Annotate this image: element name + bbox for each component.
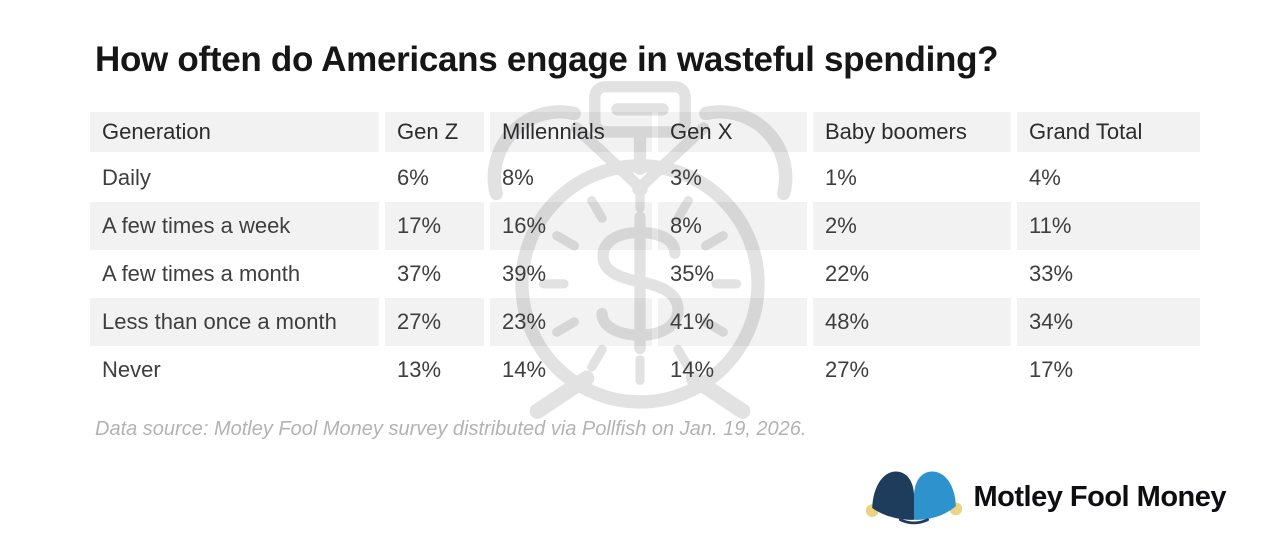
column-header-baby-boomers: Baby boomers bbox=[813, 112, 1011, 152]
table-row-less-than-once-month: Less than once a month 27% 23% 41% 48% 3… bbox=[90, 298, 1200, 346]
brand-logo: Motley Fool Money bbox=[864, 466, 1227, 528]
value-cell: 2% bbox=[813, 202, 1011, 250]
page-title: How often do Americans engage in wastefu… bbox=[95, 40, 999, 79]
table-row-never: Never 13% 14% 14% 27% 17% bbox=[90, 346, 1200, 394]
table-row-daily: Daily 6% 8% 3% 1% 4% bbox=[90, 154, 1200, 202]
value-cell: 17% bbox=[385, 202, 484, 250]
data-source-note: Data source: Motley Fool Money survey di… bbox=[95, 418, 807, 440]
column-header-grand-total: Grand Total bbox=[1017, 112, 1200, 152]
table-row-few-times-month: A few times a month 37% 39% 35% 22% 33% bbox=[90, 250, 1200, 298]
value-cell: 41% bbox=[658, 298, 807, 346]
value-cell: 23% bbox=[490, 298, 652, 346]
value-cell: 3% bbox=[670, 165, 702, 190]
row-label-cell: Never bbox=[102, 357, 161, 382]
wasteful-spending-table: Generation Gen Z Millennials Gen X Baby … bbox=[90, 112, 1200, 394]
value-cell: 1% bbox=[825, 165, 857, 190]
value-cell: 27% bbox=[385, 298, 484, 346]
table-header-row: Generation Gen Z Millennials Gen X Baby … bbox=[90, 112, 1200, 152]
value-cell: 34% bbox=[1017, 298, 1200, 346]
row-label-cell: Less than once a month bbox=[90, 298, 379, 346]
value-cell: 14% bbox=[670, 357, 715, 382]
value-cell: 4% bbox=[1029, 165, 1061, 190]
column-header-millennials: Millennials bbox=[490, 112, 652, 152]
value-cell: 22% bbox=[825, 261, 870, 286]
table-row-few-times-week: A few times a week 17% 16% 8% 2% 11% bbox=[90, 202, 1200, 250]
value-cell: 6% bbox=[397, 165, 429, 190]
value-cell: 14% bbox=[502, 357, 547, 382]
value-cell: 13% bbox=[397, 357, 442, 382]
value-cell: 11% bbox=[1017, 202, 1200, 250]
row-label-cell: A few times a week bbox=[90, 202, 379, 250]
column-header-gen-x: Gen X bbox=[658, 112, 807, 152]
value-cell: 8% bbox=[658, 202, 807, 250]
alarm-clock-dollar-icon bbox=[487, 81, 793, 419]
value-cell: 17% bbox=[1029, 357, 1074, 382]
row-label-cell: Daily bbox=[102, 165, 151, 190]
value-cell: 27% bbox=[825, 357, 870, 382]
value-cell: 35% bbox=[670, 261, 715, 286]
value-cell: 33% bbox=[1029, 261, 1074, 286]
value-cell: 16% bbox=[490, 202, 652, 250]
column-header-gen-z: Gen Z bbox=[385, 112, 484, 152]
row-label-cell: A few times a month bbox=[102, 261, 301, 286]
column-header-generation: Generation bbox=[90, 112, 379, 152]
jester-hat-icon bbox=[865, 471, 962, 525]
value-cell: 8% bbox=[502, 165, 534, 190]
value-cell: 37% bbox=[397, 261, 442, 286]
value-cell: 39% bbox=[502, 261, 547, 286]
brand-logo-text: Motley Fool Money bbox=[973, 480, 1227, 513]
value-cell: 48% bbox=[813, 298, 1011, 346]
